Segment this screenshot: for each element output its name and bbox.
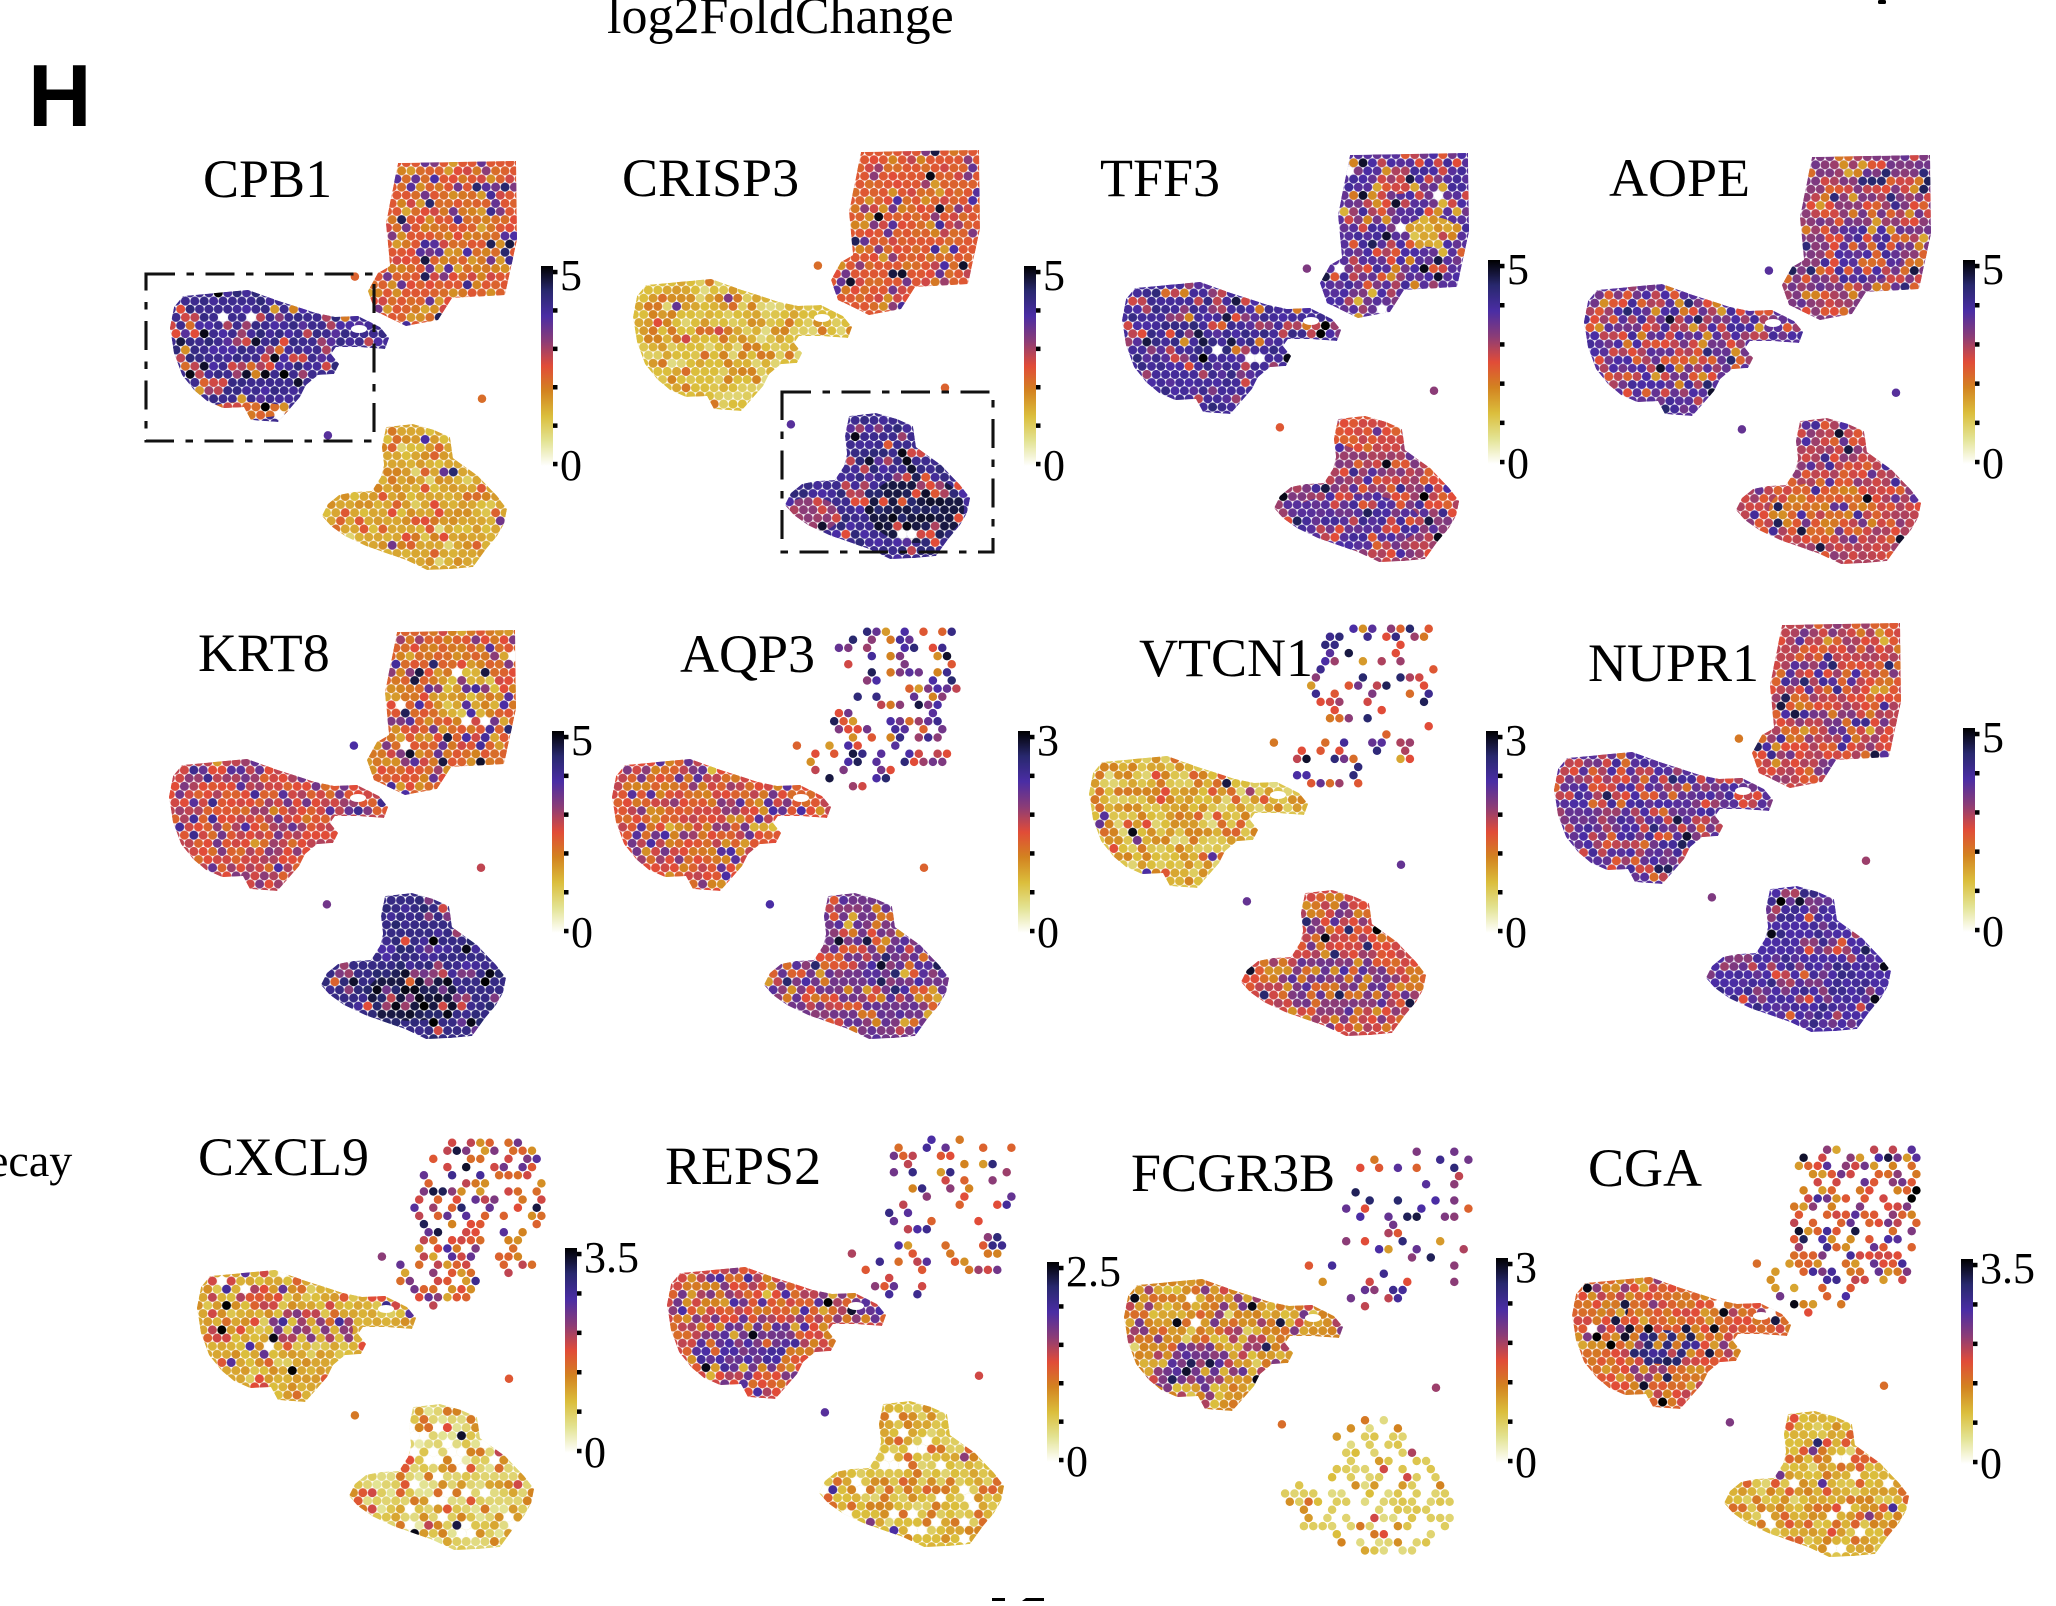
svg-text:CPB1: CPB1 (203, 149, 332, 209)
svg-text:3: 3 (1037, 716, 1059, 765)
svg-text:0: 0 (1505, 908, 1527, 957)
svg-text:5: 5 (1982, 245, 2004, 294)
svg-text:AQP3: AQP3 (680, 624, 815, 684)
svg-text:5: 5 (560, 251, 582, 300)
svg-text:NUPR1: NUPR1 (1588, 633, 1759, 693)
svg-text:5: 5 (1043, 251, 1065, 300)
svg-text:5: 5 (571, 716, 593, 765)
svg-text:AOPE: AOPE (1609, 148, 1750, 208)
svg-text:0: 0 (1507, 439, 1529, 488)
svg-text:0: 0 (1037, 908, 1059, 957)
svg-text:0: 0 (560, 441, 582, 490)
svg-text:5: 5 (1507, 245, 1529, 294)
svg-text:0: 0 (1982, 907, 2004, 956)
svg-text:TFF3: TFF3 (1100, 148, 1220, 208)
svg-text:CRISP3: CRISP3 (622, 148, 799, 208)
svg-text:0: 0 (1982, 439, 2004, 488)
svg-text:VTCN1: VTCN1 (1139, 628, 1313, 688)
svg-text:KRT8: KRT8 (198, 623, 330, 683)
svg-text:3: 3 (1505, 716, 1527, 765)
svg-text:0: 0 (571, 908, 593, 957)
svg-text:5: 5 (1982, 713, 2004, 762)
svg-text:0: 0 (1043, 441, 1065, 490)
